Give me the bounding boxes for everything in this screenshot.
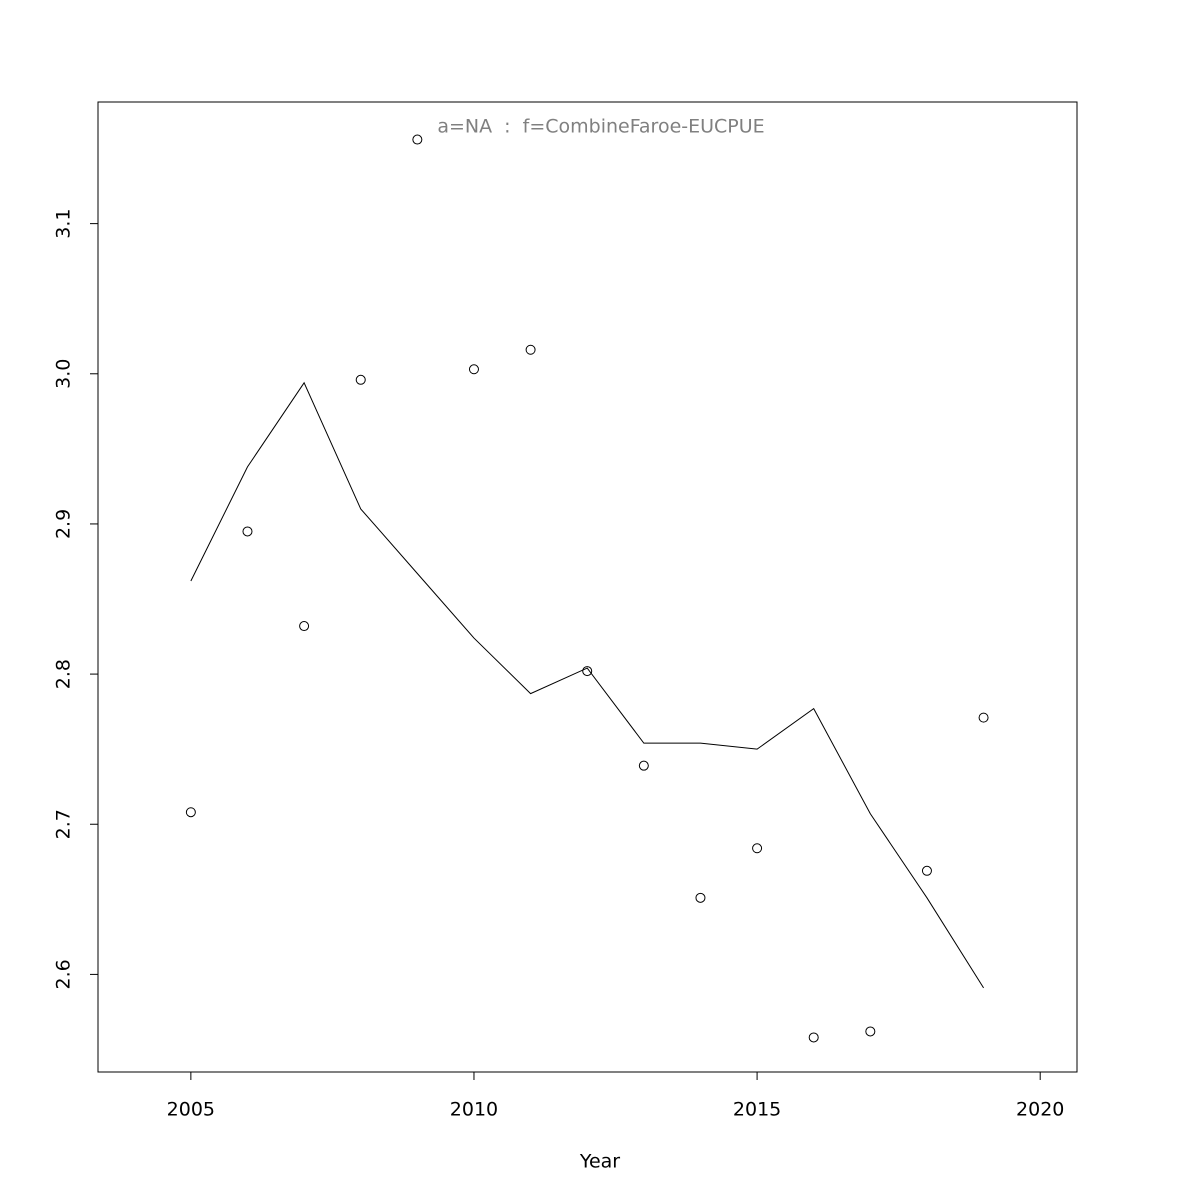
y-tick-label: 3.1 xyxy=(53,209,75,239)
y-tick-label: 2.7 xyxy=(53,809,75,839)
data-point xyxy=(242,526,253,537)
annotation: a=NA : f=CombineFaroe-EUCPUE xyxy=(437,116,764,138)
data-point xyxy=(752,843,763,854)
x-tick-label: 2005 xyxy=(167,1099,215,1121)
y-tick-label: 2.9 xyxy=(53,509,75,539)
x-axis-label: Year xyxy=(579,1151,620,1173)
data-point xyxy=(921,865,932,876)
x-tick-label: 2015 xyxy=(733,1099,781,1121)
data-point xyxy=(185,807,196,818)
x-tick-label: 2020 xyxy=(1016,1099,1064,1121)
data-point xyxy=(638,760,649,771)
y-tick-label: 3.0 xyxy=(53,359,75,389)
data-point xyxy=(695,892,706,903)
x-tick-label: 2010 xyxy=(450,1099,498,1121)
data-point xyxy=(865,1026,876,1037)
data-point xyxy=(525,344,536,355)
y-tick-label: 2.8 xyxy=(53,659,75,689)
plot-frame xyxy=(97,101,1078,1073)
data-point xyxy=(468,364,479,375)
data-point xyxy=(978,712,989,723)
y-tick-label: 2.6 xyxy=(53,959,75,989)
data-point xyxy=(299,621,310,632)
data-point xyxy=(412,134,423,145)
data-point xyxy=(582,666,593,677)
data-point xyxy=(808,1032,819,1043)
data-line xyxy=(190,381,984,989)
data-point xyxy=(355,374,366,385)
